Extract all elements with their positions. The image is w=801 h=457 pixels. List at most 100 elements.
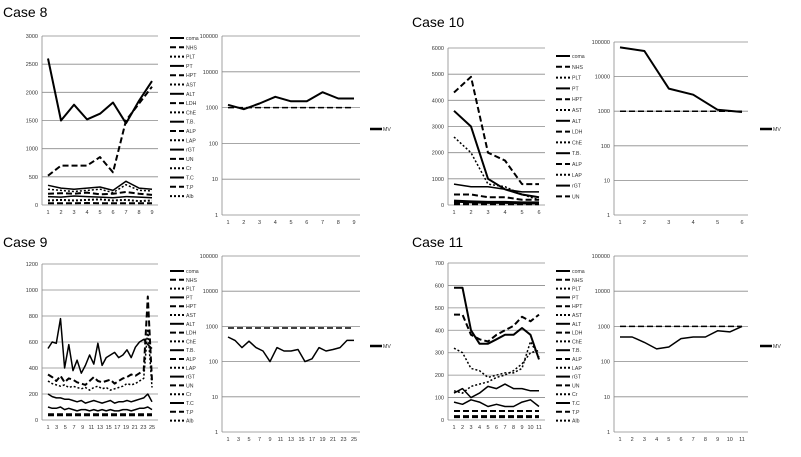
y-tick-label: 400	[435, 328, 444, 334]
series-line-1	[47, 58, 153, 125]
x-tick-label: 4	[655, 437, 658, 443]
case3-right-chart: 1 10 100 1000 10000 100000 1 2 3 4 5 6 7 8 9 10 11 MV	[592, 254, 782, 443]
x-tick-label: 6	[495, 425, 498, 431]
y-tick-label: 1200	[26, 262, 38, 268]
legend-label: T.C	[186, 401, 194, 407]
case-title-11: Case 11	[412, 234, 464, 250]
x-tick-label: 11	[278, 437, 284, 443]
x-tick-label: 11	[536, 425, 542, 431]
legend-label: rGT	[572, 375, 582, 381]
series-line-1	[453, 75, 539, 186]
y-tick-label: 1000	[206, 106, 218, 112]
legend-label: ALP	[572, 162, 582, 168]
x-tick-label: 4	[274, 220, 277, 226]
y-tick-label: 10	[212, 177, 218, 183]
x-tick-label: 3	[643, 437, 646, 443]
x-tick-label: 2	[631, 437, 634, 443]
y-tick-label: 10000	[595, 75, 610, 81]
series-line-2	[453, 110, 540, 199]
x-tick-label: 9	[150, 210, 153, 216]
x-tick-label: 5	[667, 437, 670, 443]
x-tick-label: 8	[512, 425, 515, 431]
legend-label: PLT	[572, 76, 582, 82]
x-tick-label: 21	[132, 425, 138, 431]
x-tick-label: 9	[520, 425, 523, 431]
legend-label: MV	[383, 127, 391, 133]
x-tick-label: 1	[452, 210, 455, 216]
legend-label: AST	[186, 83, 197, 89]
legend-label: rGT	[186, 375, 196, 381]
x-tick-label: 3	[72, 210, 75, 216]
y-tick-label: 800	[29, 314, 38, 320]
legend-label: ALP	[572, 357, 582, 363]
series-line-5	[453, 383, 539, 399]
x-tick-label: 2	[469, 210, 472, 216]
x-tick-label: 4	[85, 210, 88, 216]
legend-label: HPT	[186, 304, 197, 310]
series-line-3	[47, 180, 153, 192]
series-line-5	[454, 193, 539, 201]
y-tick-label: 1000	[432, 177, 444, 183]
legend-label: AST	[572, 108, 583, 114]
legend-label: ALT	[186, 322, 196, 328]
legend-label: MV	[773, 127, 781, 133]
legend-label: ChE	[186, 110, 197, 116]
y-tick-label: 1000	[26, 147, 38, 153]
case-title-10: Case 10	[412, 14, 465, 30]
x-tick-label: 4	[478, 425, 481, 431]
series-line-1	[620, 325, 743, 350]
x-tick-label: 7	[321, 220, 324, 226]
legend-label: LDH	[572, 130, 583, 136]
series-line-1	[619, 46, 743, 113]
y-tick-label: 200	[435, 373, 444, 379]
legend-label: UN	[186, 383, 194, 389]
x-tick-label: 2	[242, 220, 245, 226]
legend-label: UN	[186, 157, 194, 163]
legend-label: AST	[186, 313, 197, 319]
x-tick-label: 11	[739, 437, 745, 443]
y-tick-label: 700	[435, 261, 444, 267]
case0-right-chart: 1 10 100 1000 10000 100000 1 2 3 4 5 6 7 8 9 MV	[200, 34, 392, 226]
x-tick-label: 9	[716, 437, 719, 443]
x-tick-label: 13	[97, 425, 103, 431]
x-tick-label: 7	[72, 425, 75, 431]
legend-label: ALT	[186, 92, 196, 98]
x-tick-label: 5	[716, 220, 719, 226]
x-tick-label: 23	[140, 425, 146, 431]
series-line-1	[47, 317, 153, 374]
x-tick-label: 10	[527, 425, 533, 431]
x-tick-label: 17	[309, 437, 315, 443]
x-tick-label: 3	[469, 425, 472, 431]
x-tick-label: 6	[305, 220, 308, 226]
legend-label: LDH	[186, 101, 197, 107]
legend-label: PT	[572, 86, 579, 92]
series-line-4	[453, 183, 539, 193]
x-tick-label: 13	[288, 437, 294, 443]
legend-label: coma	[186, 269, 199, 275]
legend-label: HPT	[572, 304, 583, 310]
x-tick-label: 1	[618, 437, 621, 443]
legend-label: ALP	[186, 129, 196, 135]
x-tick-label: 2	[59, 210, 62, 216]
legend-label: LDH	[186, 331, 197, 337]
series-line-6	[453, 399, 540, 408]
case1-left-chart: 0 1000 2000 3000 4000 5000 6000 1 2 3 4 5 6 coma NHS PL…	[432, 46, 585, 216]
y-tick-label: 600	[435, 283, 444, 289]
legend-label: Alb	[186, 194, 194, 200]
legend-label: T.P	[572, 410, 580, 416]
x-tick-label: 6	[679, 437, 682, 443]
legend-label: HPT	[186, 73, 197, 79]
legend-label: MV	[773, 344, 781, 350]
x-tick-label: 10	[727, 437, 733, 443]
legend-label: T.B.	[572, 348, 581, 354]
x-tick-label: 1	[452, 425, 455, 431]
legend-label: NHS	[186, 45, 197, 51]
series-line-6	[47, 195, 153, 199]
legend-label: NHS	[186, 278, 197, 284]
x-tick-label: 11	[88, 425, 94, 431]
x-tick-label: 15	[298, 437, 304, 443]
legend-label: Alb	[186, 419, 194, 425]
x-tick-label: 1	[46, 425, 49, 431]
